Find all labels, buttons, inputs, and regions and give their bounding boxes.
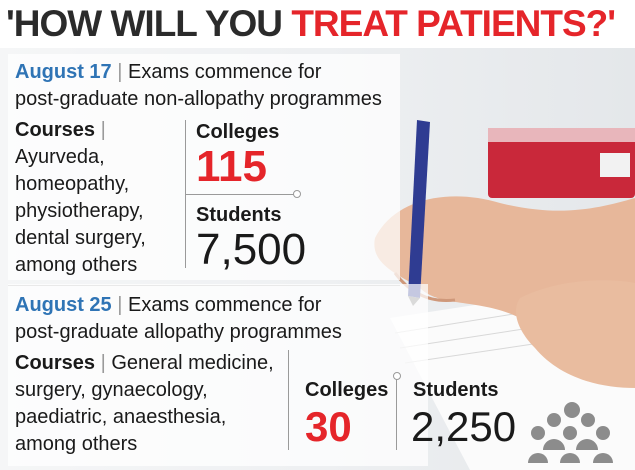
section1-desc-line2: post-graduate non-allopathy programmes xyxy=(15,88,382,110)
section1-course-item: homeopathy, xyxy=(15,173,130,195)
section-august-25 xyxy=(8,284,428,466)
section2-course-item: paediatric, anaesthesia, xyxy=(15,406,227,428)
section2-course-item: surgery, gynaecology, xyxy=(15,379,208,401)
section1-course-item: Ayurveda, xyxy=(15,146,105,168)
doctor-writing-photo xyxy=(374,120,635,470)
section2-course-item: among others xyxy=(15,433,138,455)
section1-students-label: Students xyxy=(196,204,282,226)
headline: 'HOW WILL YOU TREAT PATIENTS?' xyxy=(0,0,635,48)
section1-colleges-label: Colleges xyxy=(196,121,280,143)
section2-desc-line1: Exams commence for xyxy=(128,294,322,316)
section1-divider-dot xyxy=(293,190,301,198)
section2-desc-line2: post-graduate allopathy programmes xyxy=(15,321,342,343)
section2-colleges-value: 30 xyxy=(305,403,352,450)
section1-course-item: dental surgery, xyxy=(15,227,146,249)
section2-divider xyxy=(288,350,289,450)
headline-part1: 'HOW WILL YOU xyxy=(6,3,292,44)
section2-sep: | xyxy=(117,294,123,316)
section1-course-item: physiotherapy, xyxy=(15,200,144,222)
section1-stat-divider xyxy=(186,194,294,195)
section1-colleges-value: 115 xyxy=(196,142,267,191)
section1-desc-line1: Exams commence for xyxy=(128,61,322,83)
headline-part2: TREAT PATIENTS?' xyxy=(291,3,616,44)
section1-date: August 17 xyxy=(15,61,112,83)
section2-header: August 25 | Exams commence for xyxy=(15,293,321,317)
people-group-icon xyxy=(528,402,613,463)
section2-courses-sep: | xyxy=(100,352,106,374)
section2-students-label: Students xyxy=(413,379,499,401)
section2-stat-divider xyxy=(396,378,397,450)
section1-header: August 17 | Exams commence for xyxy=(15,60,321,84)
section2-courses-label: Courses xyxy=(15,352,96,374)
section-august-17 xyxy=(8,54,400,280)
section1-sep: | xyxy=(117,61,123,83)
section1-students-value: 7,500 xyxy=(196,225,307,274)
section1-divider xyxy=(185,120,186,268)
section2-students-value: 2,250 xyxy=(411,403,517,450)
section1-courses-sep: | xyxy=(100,119,106,141)
section2-date: August 25 xyxy=(15,294,112,316)
section2-courses-header: Courses | General medicine, xyxy=(15,351,274,375)
section2-course-line1: General medicine, xyxy=(111,352,274,374)
section2-colleges-label: Colleges xyxy=(305,379,389,401)
section2-divider-dot xyxy=(393,372,401,380)
section1-courses-header: Courses | xyxy=(15,118,106,142)
section1-courses-label: Courses xyxy=(15,119,96,141)
section1-course-item: among others xyxy=(15,254,138,276)
